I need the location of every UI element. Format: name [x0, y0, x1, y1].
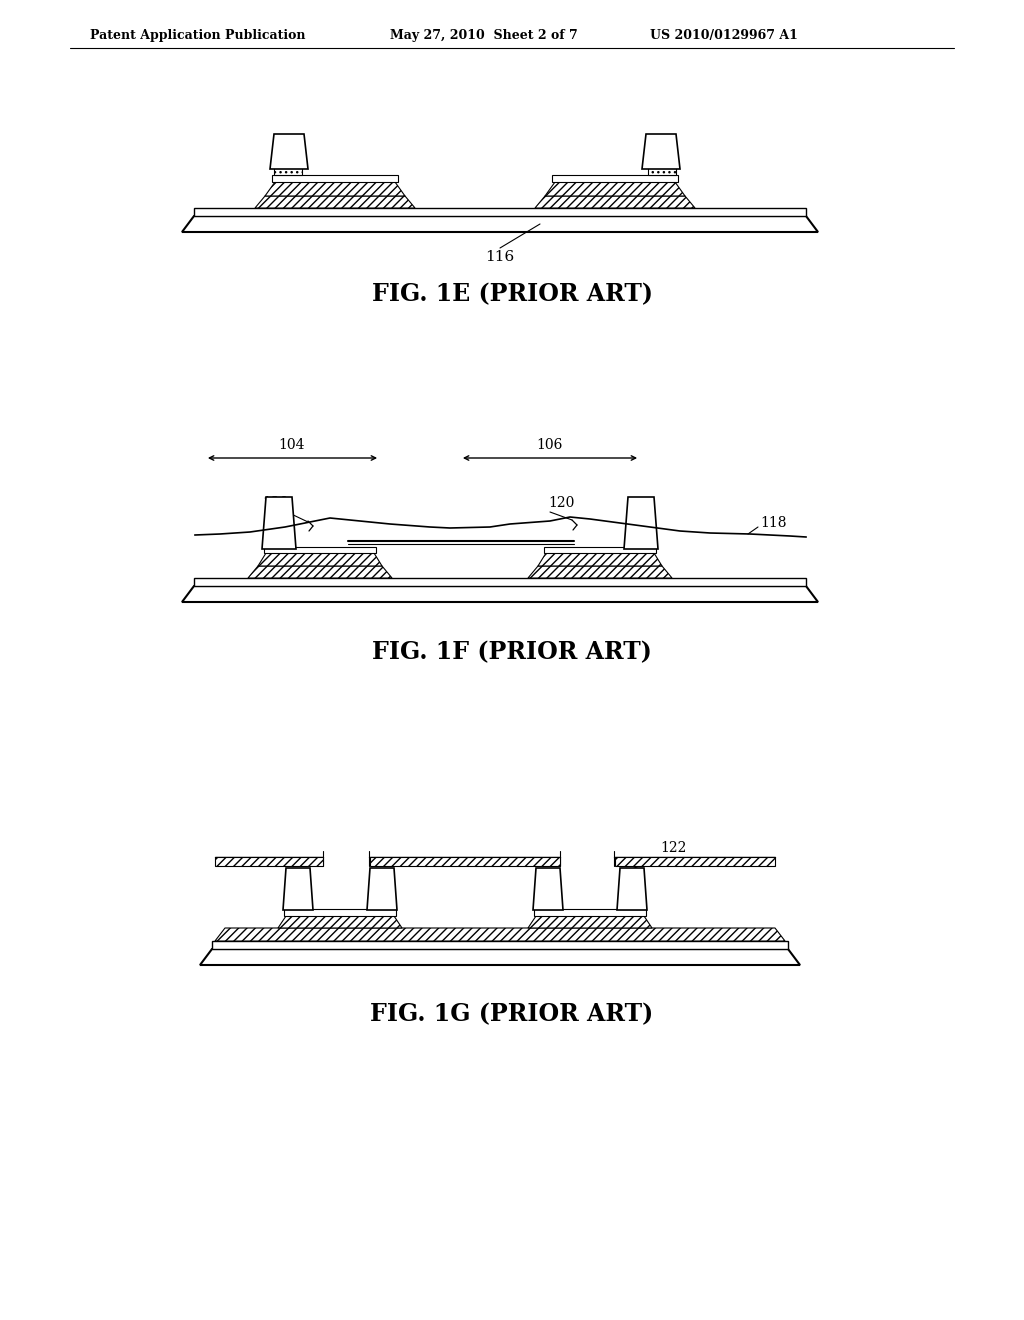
Bar [272, 176, 398, 182]
Polygon shape [534, 869, 563, 909]
Polygon shape [182, 586, 818, 602]
Bar [194, 578, 806, 586]
Text: 120: 120 [262, 496, 289, 510]
Polygon shape [545, 182, 685, 195]
Polygon shape [262, 498, 296, 549]
Polygon shape [215, 928, 785, 941]
Text: FIG. 1G (PRIOR ART): FIG. 1G (PRIOR ART) [371, 1002, 653, 1026]
Polygon shape [535, 195, 695, 209]
Bar [212, 941, 788, 949]
Polygon shape [367, 869, 397, 909]
Bar [264, 546, 376, 553]
Text: 116: 116 [485, 249, 515, 264]
Text: 122: 122 [660, 841, 686, 855]
Bar [536, 902, 558, 909]
Bar [215, 857, 323, 866]
Bar [622, 902, 644, 909]
Polygon shape [538, 553, 662, 566]
Polygon shape [182, 216, 818, 232]
Polygon shape [248, 566, 392, 578]
Text: US 2010/0129967 A1: US 2010/0129967 A1 [650, 29, 798, 41]
Bar [372, 902, 394, 909]
Text: FIG. 1E (PRIOR ART): FIG. 1E (PRIOR ART) [372, 282, 652, 306]
Text: Patent Application Publication: Patent Application Publication [90, 29, 305, 41]
Bar [552, 176, 678, 182]
Bar [534, 909, 646, 916]
Polygon shape [278, 916, 402, 928]
Bar [274, 168, 302, 176]
Text: 118: 118 [760, 516, 786, 531]
Text: FIG. 1F (PRIOR ART): FIG. 1F (PRIOR ART) [372, 640, 652, 664]
Polygon shape [255, 195, 415, 209]
Polygon shape [283, 869, 313, 909]
Bar [194, 209, 806, 216]
Bar [615, 857, 775, 866]
Polygon shape [617, 869, 647, 909]
Text: 104: 104 [279, 438, 305, 451]
Bar [286, 902, 308, 909]
Bar [266, 540, 291, 546]
Polygon shape [258, 553, 382, 566]
Bar [370, 857, 560, 866]
Polygon shape [200, 949, 800, 965]
Polygon shape [624, 498, 658, 549]
Polygon shape [265, 182, 406, 195]
Text: May 27, 2010  Sheet 2 of 7: May 27, 2010 Sheet 2 of 7 [390, 29, 578, 41]
Text: 106: 106 [537, 438, 563, 451]
Text: 120: 120 [548, 496, 574, 510]
Bar [544, 546, 656, 553]
Polygon shape [528, 916, 652, 928]
Polygon shape [528, 566, 672, 578]
Polygon shape [270, 135, 308, 169]
Bar [648, 168, 676, 176]
Bar [284, 909, 396, 916]
Bar [629, 540, 654, 546]
Polygon shape [642, 135, 680, 169]
